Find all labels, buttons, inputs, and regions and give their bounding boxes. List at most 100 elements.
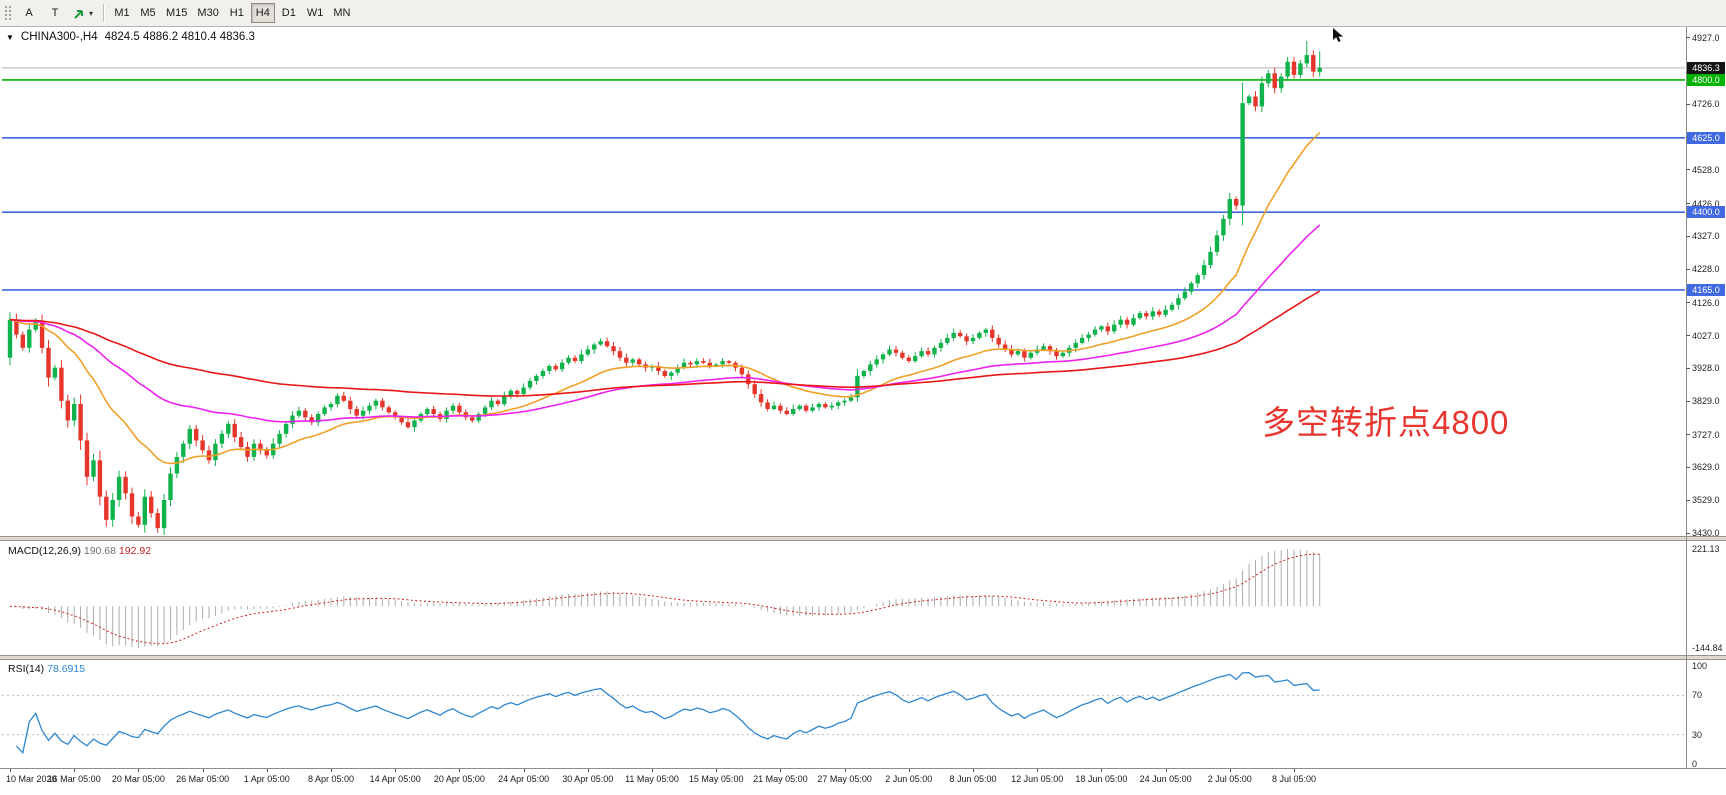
time-tick-label: 2 Jun 05:00 xyxy=(885,774,933,784)
time-tick xyxy=(1037,769,1039,772)
price-tick xyxy=(1686,203,1690,205)
time-tick xyxy=(973,769,974,772)
time-tick xyxy=(780,769,782,772)
price-tick-label: 4426.0 xyxy=(1692,198,1720,209)
price-tick xyxy=(1686,302,1690,304)
price-tick-label: 4927.0 xyxy=(1692,32,1720,43)
ohlc-values: 4824.5 4886.2 4810.4 4836.3 xyxy=(104,31,255,43)
price-tick xyxy=(1686,499,1690,501)
chart-title: ▼ CHINA300-,H4 4824.5 4886.2 4810.4 4836… xyxy=(6,31,255,43)
price-tick xyxy=(1686,103,1690,105)
price-tick xyxy=(1686,268,1690,270)
price-tick-label: 3727.0 xyxy=(1692,429,1720,440)
price-tick xyxy=(1686,466,1690,468)
time-tick xyxy=(587,769,589,772)
price-axis[interactable]: 4927.0 4726.0 4625.0 4528.0 4426.0 4327.0 4228… xyxy=(1686,27,1726,769)
timeframe-w1[interactable]: W1 xyxy=(306,7,324,19)
price-tick xyxy=(1686,169,1690,171)
rsi-indicator-label: RSI(14) 78.6915 xyxy=(8,663,86,675)
time-tick-label: 14 Apr 05:00 xyxy=(369,774,421,784)
price-tick-label: 4228.0 xyxy=(1692,264,1720,275)
macd-signal-value: 192.92 xyxy=(118,545,152,557)
rsi-value: 78.6915 xyxy=(47,663,86,675)
time-tick xyxy=(74,769,76,772)
time-tick xyxy=(1101,769,1103,772)
macd-axis-min: -144.84 xyxy=(1692,643,1723,653)
price-tick-label: 3629.0 xyxy=(1692,462,1720,473)
timeframe-d1[interactable]: D1 xyxy=(281,7,296,19)
price-tick-label: 4528.0 xyxy=(1692,164,1720,175)
symbol-timeframe-label: CHINA300-,H4 xyxy=(20,31,98,43)
time-tick xyxy=(1294,769,1295,772)
time-tick-label: 20 Mar 05:00 xyxy=(111,774,165,784)
price-tick-label: 4726.0 xyxy=(1692,99,1720,110)
time-tick xyxy=(266,769,268,772)
price-tick xyxy=(1686,532,1690,534)
mouse-cursor-icon xyxy=(1333,28,1343,42)
price-badge-current: 4836.3 xyxy=(1687,61,1725,74)
time-tick-label: 12 Jun 05:00 xyxy=(1011,774,1064,784)
macd-panel-canvas[interactable] xyxy=(0,541,1686,655)
time-tick-label: 24 Apr 05:00 xyxy=(498,774,550,784)
macd-axis-max: 221.13 xyxy=(1692,544,1720,554)
toolbar-drag-handle[interactable] xyxy=(3,4,12,22)
time-tick xyxy=(459,769,461,772)
price-badge-line: 4165.0 xyxy=(1687,283,1725,296)
price-tick xyxy=(1686,434,1690,436)
price-badge-line: 4800.0 xyxy=(1687,73,1725,86)
rsi-axis-label: 70 xyxy=(1692,690,1703,701)
price-badge-line: 4400.0 xyxy=(1687,206,1725,219)
timeframe-h4[interactable]: H4 xyxy=(250,3,275,23)
time-tick xyxy=(1165,769,1167,772)
panel-splitter-macd[interactable] xyxy=(0,536,1726,541)
time-tick xyxy=(1229,769,1231,772)
time-tick xyxy=(652,769,653,772)
macd-indicator-label: MACD(12,26,9) 190.68 192.92 xyxy=(8,545,152,557)
time-tick-label: 8 Jul 05:00 xyxy=(1271,774,1317,784)
time-axis[interactable]: 10 Mar 2020 16 Mar 05:00 20 Mar 05:00 26 Ma… xyxy=(0,769,1726,795)
price-axis-border xyxy=(1686,27,1687,768)
main-chart-canvas[interactable] xyxy=(0,27,1686,536)
time-tick xyxy=(844,769,846,772)
timeframe-m15[interactable]: M15 xyxy=(166,7,188,19)
time-tick-label: 18 Jun 05:00 xyxy=(1075,774,1128,784)
time-tick xyxy=(395,769,397,772)
chevron-down-icon: ▾ xyxy=(89,8,94,18)
arrows-tool-dropdown[interactable]: ▾ xyxy=(69,3,97,23)
price-tick-label: 3829.0 xyxy=(1692,396,1720,407)
timeframe-m5[interactable]: M5 xyxy=(140,7,156,19)
time-tick-label: 27 May 05:00 xyxy=(817,774,872,784)
time-tick-label: 11 May 05:00 xyxy=(625,774,679,784)
time-tick-label: 10 Mar 2020 xyxy=(6,774,57,784)
time-tick-label: 21 May 05:00 xyxy=(753,774,808,784)
time-tick-label: 30 Apr 05:00 xyxy=(562,774,614,784)
time-tick-label: 1 Apr 05:00 xyxy=(243,774,290,784)
time-tick xyxy=(716,769,718,772)
symbol-dropdown-icon: ▼ xyxy=(6,32,14,42)
price-badge-line: 4625.0 xyxy=(1687,131,1725,144)
time-axis-separator xyxy=(0,768,1726,769)
price-tick-label: 4027.0 xyxy=(1692,330,1720,341)
time-tick xyxy=(138,769,140,772)
timeframe-mn[interactable]: MN xyxy=(333,7,351,19)
price-tick-label: 4327.0 xyxy=(1692,231,1720,242)
time-tick xyxy=(523,769,525,772)
rsi-axis-label: 0 xyxy=(1692,759,1698,769)
price-tick xyxy=(1686,400,1690,402)
panel-splitter-rsi[interactable] xyxy=(0,655,1726,660)
text-tool-button[interactable]: A xyxy=(25,7,33,19)
rsi-panel-canvas[interactable] xyxy=(0,660,1686,768)
price-tick-label: 4126.0 xyxy=(1692,297,1720,308)
time-tick xyxy=(10,769,11,772)
price-tick-label: 3529.0 xyxy=(1692,495,1720,506)
timeframe-h1[interactable]: H1 xyxy=(229,7,244,19)
price-tick-label: 3430.0 xyxy=(1692,528,1720,539)
timeframe-m30[interactable]: M30 xyxy=(197,7,219,19)
price-tick xyxy=(1686,335,1690,337)
timeframe-m1[interactable]: M1 xyxy=(114,7,130,19)
arrows-tool-icon xyxy=(74,10,83,19)
rsi-axis-label: 100 xyxy=(1692,661,1708,671)
text-label-tool-button[interactable]: T xyxy=(51,7,59,19)
time-tick xyxy=(908,769,910,772)
